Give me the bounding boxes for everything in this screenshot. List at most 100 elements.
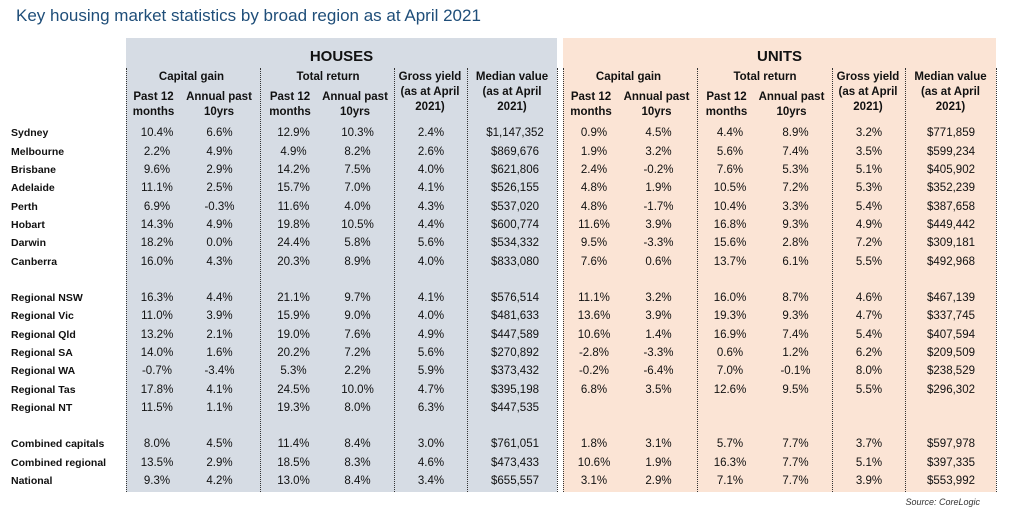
table-cell: 16.3%	[140, 292, 174, 304]
units-panel	[563, 38, 996, 492]
table-cell: 8.2%	[344, 146, 371, 158]
table-cell: 14.0%	[140, 347, 174, 359]
table-cell: 10.5%	[341, 219, 374, 231]
table-cell: 9.7%	[344, 292, 371, 304]
table-cell: 13.0%	[277, 475, 310, 487]
table-cell: 3.1%	[645, 438, 672, 450]
units-capital-gain-header: Capital gain	[595, 71, 662, 83]
table-cell: 11.4%	[277, 438, 310, 450]
table-cell: 4.1%	[417, 182, 445, 194]
table-cell: $467,139	[927, 292, 975, 304]
table-cell: 4.9%	[206, 146, 233, 158]
table-cell: $537,020	[491, 201, 539, 213]
table-cell: 9.3%	[782, 219, 809, 231]
column-divider	[394, 68, 395, 492]
table-cell: 6.6%	[206, 127, 233, 139]
table-cell: 2.9%	[206, 457, 233, 469]
table-cell: $492,968	[927, 256, 975, 268]
table-cell: 6.1%	[782, 256, 809, 268]
region-label: Regional SA	[11, 347, 73, 359]
units-cg-past12-header: Past 12 months	[570, 91, 612, 118]
table-cell: 7.2%	[782, 182, 809, 194]
table-cell: 2.1%	[206, 329, 233, 341]
table-cell: 19.8%	[277, 219, 310, 231]
table-cell: 4.1%	[417, 292, 445, 304]
table-cell: 7.0%	[716, 365, 744, 377]
table-cell: 6.3%	[417, 402, 445, 414]
table-cell: $405,902	[927, 164, 975, 176]
table-cell: $447,535	[491, 402, 539, 414]
table-cell: 3.9%	[645, 219, 672, 231]
table-cell: $1,147,352	[486, 127, 544, 139]
houses-panel	[126, 38, 557, 492]
table-cell: 13.7%	[713, 256, 747, 268]
table-cell: $481,633	[491, 310, 539, 322]
table-cell: 16.3%	[713, 457, 747, 469]
region-label: Perth	[11, 201, 38, 213]
table-cell: 11.1%	[141, 182, 173, 194]
table-cell: $337,745	[927, 310, 975, 322]
table-cell: 8.0%	[855, 365, 883, 377]
table-cell: 12.9%	[277, 127, 310, 139]
table-cell: 20.3%	[277, 256, 310, 268]
table-cell: $600,774	[491, 219, 539, 231]
table-cell: 4.5%	[206, 438, 233, 450]
table-cell: 12.6%	[713, 384, 747, 396]
table-cell: 8.7%	[782, 292, 809, 304]
table-cell: 19.3%	[713, 310, 747, 322]
table-cell: -0.2%	[643, 164, 674, 176]
table-cell: 4.7%	[417, 384, 445, 396]
table-cell: 19.0%	[277, 329, 310, 341]
table-cell: 4.9%	[417, 329, 445, 341]
source-note: Source: CoreLogic	[905, 497, 980, 507]
table-cell: 0.9%	[580, 127, 608, 139]
table-cell: 5.4%	[855, 329, 883, 341]
table-cell: 1.1%	[206, 402, 233, 414]
table-cell: 5.9%	[417, 365, 445, 377]
table-cell: 10.4%	[140, 127, 174, 139]
table-cell: $270,892	[491, 347, 539, 359]
table-cell: $407,594	[927, 329, 975, 341]
table-cell: 4.3%	[206, 256, 233, 268]
table-cell: 1.9%	[580, 146, 608, 158]
table-cell: 15.6%	[713, 237, 747, 249]
table-cell: $397,335	[927, 457, 975, 469]
table-cell: $833,080	[491, 256, 539, 268]
table-cell: 14.3%	[140, 219, 174, 231]
table-cell: 9.3%	[782, 310, 809, 322]
table-cell: 2.4%	[417, 127, 445, 139]
table-cell: 10.5%	[713, 182, 747, 194]
region-label: Adelaide	[11, 182, 55, 194]
table-cell: $655,557	[491, 475, 539, 487]
table-cell: 5.1%	[855, 164, 883, 176]
table-cell: -6.4%	[643, 365, 674, 377]
table-cell: 15.9%	[277, 310, 310, 322]
table-cell: 7.2%	[855, 237, 883, 249]
table-cell: 9.3%	[143, 475, 171, 487]
table-cell: 0.0%	[206, 237, 233, 249]
table-cell: 7.0%	[344, 182, 371, 194]
table-cell: 9.0%	[344, 310, 371, 322]
table-cell: 11.5%	[141, 402, 173, 414]
region-label: Regional Qld	[11, 329, 76, 341]
region-label: Regional WA	[11, 365, 76, 377]
table-cell: 3.2%	[645, 292, 672, 304]
table-cell: 17.8%	[140, 384, 174, 396]
table-cell: 18.5%	[277, 457, 310, 469]
table-cell: 19.3%	[277, 402, 310, 414]
table-cell: 1.2%	[782, 347, 809, 359]
table-cell: 21.1%	[277, 292, 310, 304]
table-cell: -2.8%	[578, 347, 610, 359]
table-cell: 16.8%	[713, 219, 747, 231]
table-cell: 7.4%	[782, 329, 809, 341]
table-cell: $387,658	[927, 201, 975, 213]
table-cell: 1.6%	[206, 347, 233, 359]
table-cell: -0.3%	[204, 201, 235, 213]
table-cell: $449,442	[927, 219, 975, 231]
table-cell: 3.9%	[645, 310, 672, 322]
table-cell: -0.1%	[780, 365, 811, 377]
table-cell: 5.6%	[417, 237, 445, 249]
table-cell: 8.0%	[344, 402, 371, 414]
houses-cg-annual-header: Annual past 10yrs	[186, 91, 252, 118]
table-cell: 3.0%	[417, 438, 445, 450]
